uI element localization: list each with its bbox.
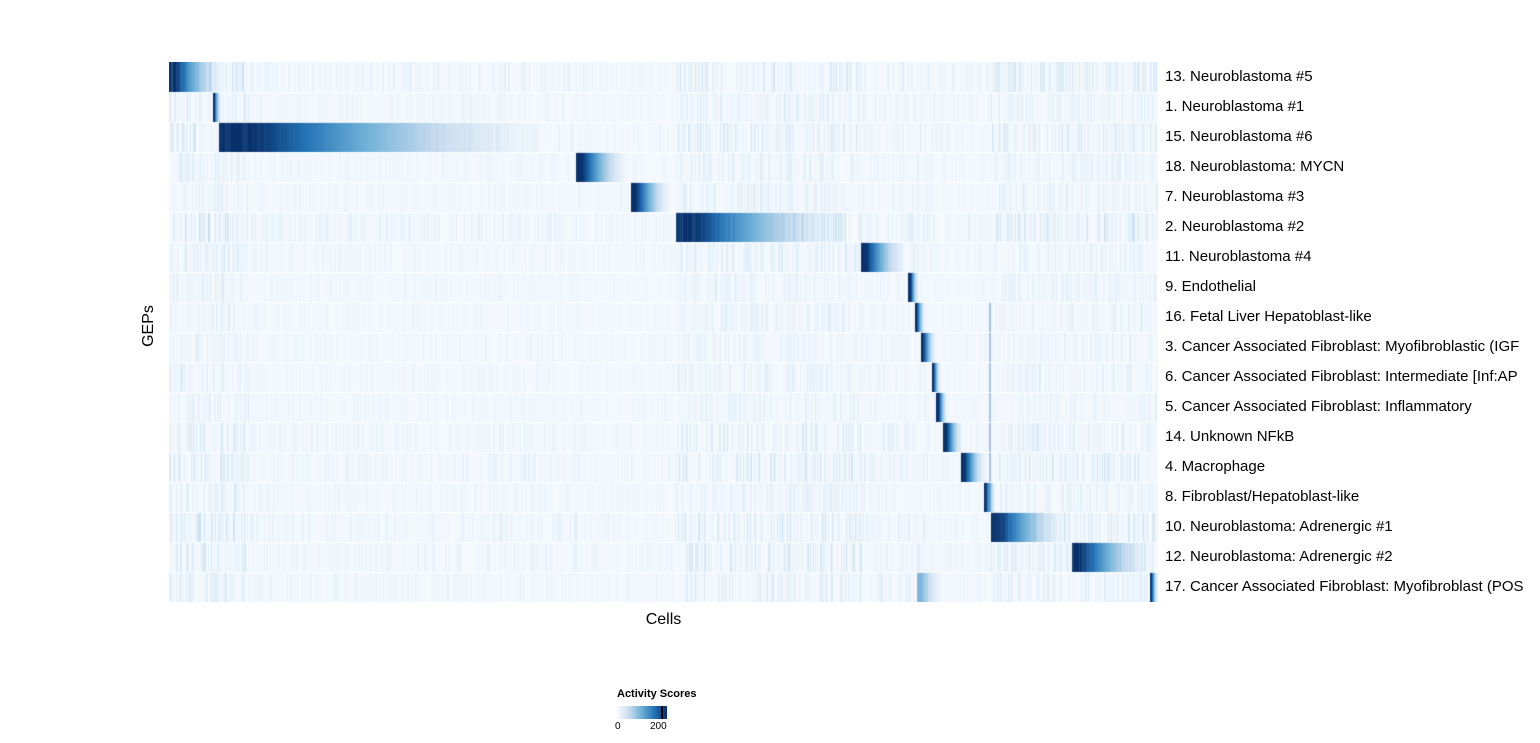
row-label: 15. Neuroblastoma #6 (1165, 128, 1313, 145)
row-label: 11. Neuroblastoma #4 (1165, 248, 1312, 265)
legend-ticks: 0 200 (615, 719, 687, 733)
row-label: 3. Cancer Associated Fibroblast: Myofibr… (1165, 338, 1520, 355)
row-label: 10. Neuroblastoma: Adrenergic #1 (1165, 518, 1393, 535)
row-label: 4. Macrophage (1165, 458, 1266, 475)
row-label: 8. Fibroblast/Hepatoblast-like (1165, 488, 1360, 505)
row-label: 5. Cancer Associated Fibroblast: Inflamm… (1165, 398, 1472, 415)
y-axis-label: GEPs (140, 305, 157, 347)
legend-title: Activity Scores (617, 688, 697, 700)
row-label: 7. Neuroblastoma #3 (1165, 188, 1305, 205)
legend-gradient-bar (617, 706, 667, 719)
row-label: 13. Neuroblastoma #5 (1165, 68, 1313, 85)
row-label: 16. Fetal Liver Hepatoblast-like (1165, 308, 1372, 325)
row-label: 18. Neuroblastoma: MYCN (1165, 158, 1345, 175)
legend-min-label: 0 (615, 721, 621, 732)
row-label: 12. Neuroblastoma: Adrenergic #2 (1165, 548, 1393, 565)
heatmap-canvas (169, 62, 1158, 602)
row-labels: 13. Neuroblastoma #5 1. Neuroblastoma #1 1… (1165, 62, 1540, 602)
x-axis-label: Cells (645, 611, 682, 628)
row-label: 9. Endothelial (1165, 278, 1256, 295)
row-label: 1. Neuroblastoma #1 (1165, 98, 1305, 115)
row-label: 17. Cancer Associated Fibroblast: Myofib… (1165, 578, 1524, 595)
legend-max-label: 200 (650, 721, 667, 732)
row-label: 6. Cancer Associated Fibroblast: Interme… (1165, 368, 1518, 385)
legend: Activity Scores 0 200 (615, 688, 737, 738)
row-label: 14. Unknown NFkB (1165, 428, 1295, 445)
row-label: 2. Neuroblastoma #2 (1165, 218, 1305, 235)
legend-max-tick (661, 706, 663, 719)
